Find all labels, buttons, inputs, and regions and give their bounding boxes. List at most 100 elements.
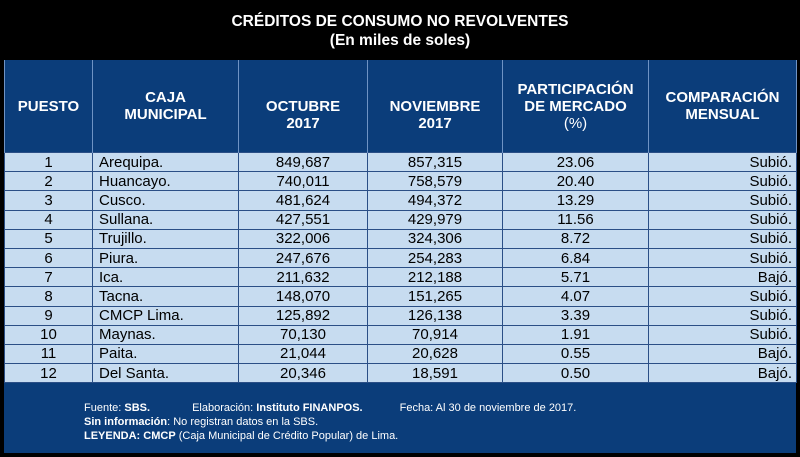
table-row: 9 CMCP Lima. 125,892 126,138 3.39 Subió. (4, 305, 797, 326)
cell-noviembre: 70,914 (367, 324, 503, 345)
cell-caja: Maynas. (92, 324, 239, 345)
leyenda-abbr: CMCP (143, 430, 176, 442)
table-title: CRÉDITOS DE CONSUMO NO REVOLVENTES (En m… (0, 12, 800, 50)
cell-puesto: 10 (4, 324, 93, 345)
cell-comparacion: Subió. (648, 305, 797, 326)
cell-puesto: 5 (4, 228, 93, 249)
title-line-2: (En miles de soles) (329, 32, 471, 49)
cell-participacion: 20.40 (502, 171, 649, 192)
cell-caja: Cusco. (92, 190, 239, 211)
cell-comparacion: Subió. (648, 190, 797, 211)
cell-comparacion: Bajó. (648, 267, 797, 288)
cell-comparacion: Bajó. (648, 343, 797, 365)
cell-comparacion: Subió. (648, 247, 797, 269)
table-row: 10 Maynas. 70,130 70,914 1.91 Subió. (4, 324, 797, 345)
cell-octubre: 247,676 (238, 247, 368, 269)
table-row: 2 Huancayo. 740,011 758,579 20.40 Subió. (4, 171, 797, 192)
cell-comparacion: Subió. (648, 171, 797, 192)
cell-caja: Huancayo. (92, 171, 239, 192)
table-row: 5 Trujillo. 322,006 324,306 8.72 Subió. (4, 228, 797, 249)
cell-puesto: 12 (4, 363, 93, 384)
cell-caja: Paita. (92, 343, 239, 365)
fuente-value: SBS. (124, 402, 151, 414)
cell-puesto: 8 (4, 286, 93, 307)
cell-noviembre: 20,628 (367, 343, 503, 365)
cell-participacion: 1.91 (502, 324, 649, 345)
table-row: 11 Paita. 21,044 20,628 0.55 Bajó. (4, 343, 797, 365)
cell-puesto: 9 (4, 305, 93, 326)
cell-participacion: 0.55 (502, 343, 649, 365)
sin-informacion-value: : No registran datos en la SBS. (167, 416, 319, 428)
cell-caja: Trujillo. (92, 228, 239, 249)
cell-comparacion: Subió. (648, 151, 797, 173)
cell-caja: CMCP Lima. (92, 305, 239, 326)
table-row: 1 Arequipa. 849,687 857,315 23.06 Subió. (4, 151, 797, 173)
cell-caja: Tacna. (92, 286, 239, 307)
cell-octubre: 849,687 (238, 151, 368, 173)
cell-octubre: 125,892 (238, 305, 368, 326)
elaboracion-value: Instituto FINANPOS. (256, 402, 363, 414)
cell-puesto: 11 (4, 343, 93, 365)
cell-noviembre: 324,306 (367, 228, 503, 249)
cell-comparacion: Bajó. (648, 363, 797, 384)
elaboracion-label: Elaboración: (192, 402, 254, 414)
cell-octubre: 20,346 (238, 363, 368, 384)
cell-noviembre: 212,188 (367, 267, 503, 288)
header-octubre: OCTUBRE 2017 (238, 60, 368, 153)
cell-noviembre: 494,372 (367, 190, 503, 211)
cell-puesto: 4 (4, 209, 93, 230)
table-row: 12 Del Santa. 20,346 18,591 0.50 Bajó. (4, 363, 797, 384)
cell-participacion: 5.71 (502, 267, 649, 288)
cell-participacion: 13.29 (502, 190, 649, 211)
cell-octubre: 740,011 (238, 171, 368, 192)
cell-noviembre: 429,979 (367, 209, 503, 230)
cell-octubre: 21,044 (238, 343, 368, 365)
data-table: PUESTO CAJA MUNICIPAL OCTUBRE 2017 NOVIEMB… (4, 60, 797, 384)
cell-comparacion: Subió. (648, 324, 797, 345)
header-caja-municipal: CAJA MUNICIPAL (92, 60, 239, 153)
cell-octubre: 70,130 (238, 324, 368, 345)
title-line-1: CRÉDITOS DE CONSUMO NO REVOLVENTES (231, 13, 569, 30)
cell-participacion: 3.39 (502, 305, 649, 326)
sin-informacion-label: Sin información (84, 416, 168, 428)
cell-puesto: 6 (4, 247, 93, 269)
cell-puesto: 7 (4, 267, 93, 288)
cell-caja: Piura. (92, 247, 239, 269)
cell-comparacion: Subió. (648, 286, 797, 307)
fuente-label: Fuente: (84, 402, 122, 414)
table-row: 4 Sullana. 427,551 429,979 11.56 Subió. (4, 209, 797, 230)
cell-comparacion: Subió. (648, 209, 797, 230)
table-body: 1 Arequipa. 849,687 857,315 23.06 Subió. 2 Huan… (4, 151, 797, 384)
header-noviembre: NOVIEMBRE 2017 (367, 60, 503, 153)
cell-participacion: 0.50 (502, 363, 649, 384)
cell-participacion: 11.56 (502, 209, 649, 230)
footer-notes: Fuente: SBS. Elaboración: Instituto FINAN… (84, 401, 576, 443)
cell-noviembre: 758,579 (367, 171, 503, 192)
header-participacion: PARTICIPACIÓN DE MERCADO (%) (502, 60, 649, 153)
cell-caja: Del Santa. (92, 363, 239, 384)
cell-puesto: 1 (4, 151, 93, 173)
cell-noviembre: 18,591 (367, 363, 503, 384)
footer-line-2: Sin información: No registran datos en l… (84, 415, 576, 429)
cell-caja: Ica. (92, 267, 239, 288)
cell-octubre: 427,551 (238, 209, 368, 230)
cell-caja: Sullana. (92, 209, 239, 230)
table-row: 6 Piura. 247,676 254,283 6.84 Subió. (4, 247, 797, 269)
header-row: PUESTO CAJA MUNICIPAL OCTUBRE 2017 NOVIEMB… (4, 60, 797, 153)
cell-participacion: 6.84 (502, 247, 649, 269)
cell-caja: Arequipa. (92, 151, 239, 173)
cell-octubre: 211,632 (238, 267, 368, 288)
header-puesto: PUESTO (4, 60, 93, 153)
leyenda-label: LEYENDA: (84, 430, 141, 442)
table-row: 3 Cusco. 481,624 494,372 13.29 Subió. (4, 190, 797, 211)
cell-participacion: 23.06 (502, 151, 649, 173)
cell-participacion: 8.72 (502, 228, 649, 249)
table-row: 8 Tacna. 148,070 151,265 4.07 Subió. (4, 286, 797, 307)
cell-noviembre: 857,315 (367, 151, 503, 173)
cell-puesto: 3 (4, 190, 93, 211)
cell-noviembre: 254,283 (367, 247, 503, 269)
cell-puesto: 2 (4, 171, 93, 192)
leyenda-value: (Caja Municipal de Crédito Popular) de L… (175, 430, 399, 442)
fecha-text: Fecha: Al 30 de noviembre de 2017. (399, 402, 577, 414)
